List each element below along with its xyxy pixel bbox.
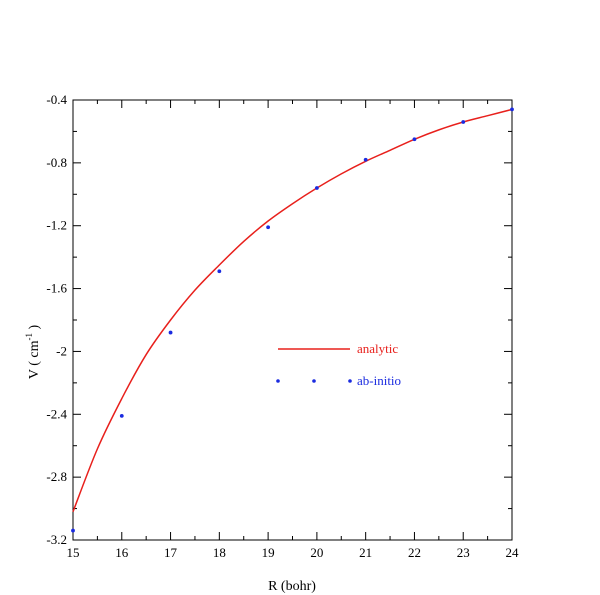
data-point-ab-initio (510, 107, 514, 112)
y-tick-label: -2.4 (46, 406, 67, 421)
y-tick-label: -0.4 (46, 92, 67, 107)
x-tick-label: 24 (506, 545, 520, 560)
axes: 15 16 17 18 19 20 21 22 23 24 -3.2 -2.8 -2.4 -2 -1.6 -1… (46, 92, 519, 560)
y-tick-label: -1.2 (46, 218, 67, 233)
plot-area (71, 107, 514, 533)
y-tick-label: -3.2 (46, 532, 67, 547)
x-axis-title: R (bohr) (268, 579, 316, 594)
data-point-ab-initio (168, 330, 173, 335)
y-tick-label: -1.6 (46, 281, 67, 296)
x-tick-label: 21 (359, 545, 372, 560)
y-axis-title-sup: -1 (24, 333, 34, 341)
legend-marker-ab-initio (348, 379, 352, 383)
y-tick-label: -2.8 (46, 469, 67, 484)
plot-frame (72, 99, 513, 541)
x-tick-label: 17 (164, 545, 178, 560)
legend-marker-ab-initio (276, 379, 280, 383)
legend-marker-ab-initio (312, 379, 316, 383)
x-tick-label: 19 (262, 545, 275, 560)
legend-label-ab-initio: ab-initio (357, 373, 401, 388)
legend: analytic ab-initio (276, 341, 401, 388)
y-tick-label: -0.8 (46, 155, 67, 170)
x-tick-label: 20 (310, 545, 323, 560)
data-point-ab-initio (71, 528, 75, 533)
y-axis-title-close: ) (27, 325, 42, 334)
data-point-ab-initio (314, 186, 319, 190)
data-point-ab-initio (412, 137, 417, 142)
x-tick-label: 15 (67, 545, 80, 560)
data-point-ab-initio (266, 225, 271, 230)
y-axis-title-main: V ( cm (27, 340, 42, 379)
legend-label-analytic: analytic (357, 341, 398, 356)
data-point-ab-initio (363, 157, 368, 162)
data-point-ab-initio (119, 413, 124, 418)
x-tick-label: 18 (213, 545, 226, 560)
data-point-ab-initio (217, 269, 222, 274)
series-line-analytic (72, 108, 513, 512)
x-tick-label: 23 (457, 545, 470, 560)
y-axis-title: V ( cm-1 ) (24, 325, 42, 380)
y-tick-label: -2 (56, 343, 67, 358)
data-point-ab-initio (461, 120, 466, 124)
x-tick-label: 22 (408, 545, 421, 560)
x-tick-label: 16 (115, 545, 129, 560)
